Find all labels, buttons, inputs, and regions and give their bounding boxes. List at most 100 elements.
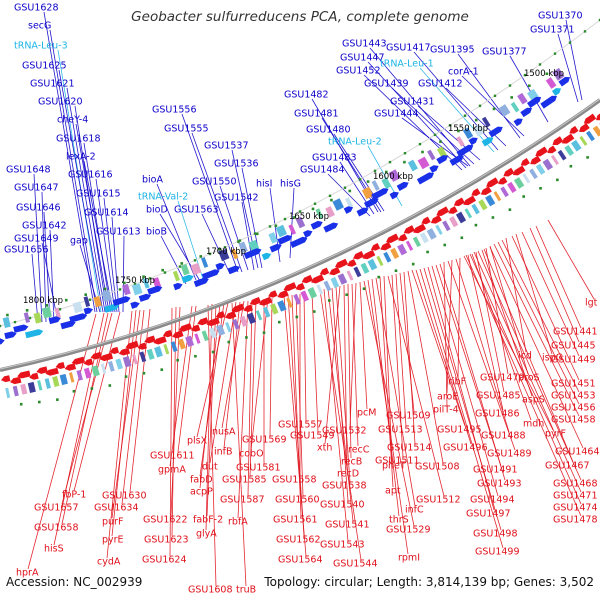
forward-gene-arrow xyxy=(540,95,557,109)
gene-label: GSU1532 xyxy=(322,426,367,437)
gene-label: GSU1549 xyxy=(290,431,335,442)
reverse-feature-block xyxy=(500,186,509,198)
reverse-feature-block xyxy=(419,232,429,244)
forward-feature-block xyxy=(275,224,288,238)
reverse-leader-line xyxy=(349,282,357,428)
reverse-feature-block xyxy=(27,381,36,393)
forward-gene-arrow xyxy=(481,137,494,147)
forward-gene-labels: GSU1628 secG tRNA-Leu-3 GSU1625 GSU1621 GSU16… xyxy=(4,3,583,256)
gene-label: GSU1449 xyxy=(551,355,596,366)
reverse-feature-block xyxy=(225,321,232,333)
reverse-feature-block xyxy=(5,387,11,399)
gc-dot xyxy=(522,195,525,198)
reverse-feature-block xyxy=(208,327,217,339)
forward-gene-arrow xyxy=(551,88,562,96)
gc-dot xyxy=(142,371,146,375)
gene-label: GSU1512 xyxy=(416,495,461,506)
trna-label: tRNA-Leu-2 xyxy=(328,137,382,148)
gene-label: pilT-4 xyxy=(433,405,459,416)
reverse-gene-arrow xyxy=(99,352,114,362)
reverse-feature-block xyxy=(59,373,68,386)
gc-dot xyxy=(439,140,442,143)
reverse-feature-block xyxy=(412,236,422,248)
reverse-gene-arrow xyxy=(301,274,313,284)
forward-feature-block xyxy=(388,169,401,182)
gene-label: GSU1452 xyxy=(336,66,381,77)
forward-feature-block xyxy=(268,232,278,244)
reverse-feature-block xyxy=(68,372,75,383)
gc-dot xyxy=(103,287,107,291)
gc-dot xyxy=(348,189,352,193)
gene-label: recD xyxy=(337,469,359,480)
reverse-gene-arrow xyxy=(64,363,77,371)
reverse-feature-block xyxy=(579,135,588,146)
reverse-gene-arrow xyxy=(10,376,22,385)
reverse-feature-block xyxy=(163,343,170,355)
forward-leader-line xyxy=(457,53,521,139)
forward-feature-block xyxy=(218,248,230,262)
reverse-leader-line xyxy=(170,306,181,517)
gene-label: GSU1557 xyxy=(278,420,323,431)
gene-label: lexA-2 xyxy=(66,152,96,163)
gene-label: GSU1622 xyxy=(143,515,188,526)
reverse-feature-block xyxy=(592,125,600,137)
kbp-tick xyxy=(583,30,587,33)
reverse-leader-line xyxy=(295,293,304,497)
gene-label: GSU1536 xyxy=(214,159,259,170)
kbp-tick xyxy=(568,41,572,44)
forward-feature-block xyxy=(2,316,11,328)
forward-leader-line xyxy=(419,67,495,153)
forward-gene-arrow xyxy=(104,303,120,313)
forward-feature-block xyxy=(152,277,162,289)
gc-dot xyxy=(45,304,49,307)
reverse-feature-block xyxy=(201,330,209,342)
reverse-feature-block xyxy=(449,216,459,228)
kbp-tick xyxy=(313,202,317,205)
gene-label: GSU1468 xyxy=(553,479,598,490)
reverse-leader-line xyxy=(395,273,407,427)
reverse-gene-arrow xyxy=(547,145,557,154)
genome-tracks xyxy=(0,18,600,406)
gc-dot xyxy=(19,402,23,406)
reverse-feature-block xyxy=(390,247,400,259)
reverse-feature-block xyxy=(122,356,132,368)
reverse-gene-arrow xyxy=(329,266,341,276)
forward-feature-block xyxy=(122,283,131,296)
gene-label: ribF xyxy=(448,377,466,388)
forward-gene-arrow xyxy=(277,234,293,245)
reverse-gene-arrow xyxy=(225,311,237,320)
reverse-feature-block xyxy=(507,181,517,193)
reverse-feature-block xyxy=(493,191,502,202)
forward-gene-arrow xyxy=(416,172,435,185)
reverse-gene-arrow xyxy=(453,197,465,207)
gc-dot xyxy=(84,293,88,296)
forward-leader-line xyxy=(509,55,549,123)
reverse-gene-arrow xyxy=(295,282,306,291)
gene-label: GSU1513 xyxy=(378,425,423,436)
reverse-feature-block xyxy=(194,333,201,344)
gene-label: cheY-4 xyxy=(57,115,88,126)
reverse-leader-line xyxy=(547,219,595,300)
reverse-gene-arrow xyxy=(153,336,167,345)
label-leader-lines xyxy=(27,11,595,587)
reverse-leader-line xyxy=(331,287,349,502)
gene-label: GSU1585 xyxy=(222,475,267,486)
forward-gene-arrow xyxy=(323,222,339,233)
kbp-tick xyxy=(118,288,122,291)
reverse-leader-line xyxy=(247,299,253,497)
gene-label: GSU1542 xyxy=(214,193,259,204)
reverse-gene-arrow xyxy=(206,317,220,327)
reverse-feature-block xyxy=(170,341,178,352)
reverse-feature-block xyxy=(300,290,309,302)
forward-leader-line xyxy=(289,187,295,259)
gene-label: GSU1628 xyxy=(14,3,59,14)
forward-feature-block xyxy=(517,92,528,105)
reverse-feature-block xyxy=(522,173,531,184)
gene-label: GSU1467 xyxy=(545,461,590,472)
gc-dot xyxy=(457,129,460,133)
reverse-leader-line xyxy=(435,264,502,467)
gene-label: GSU1451 xyxy=(551,379,596,390)
gene-label: GSU1482 xyxy=(284,90,329,101)
reverse-feature-block xyxy=(376,255,384,267)
gene-label: GSU1555 xyxy=(164,124,209,135)
